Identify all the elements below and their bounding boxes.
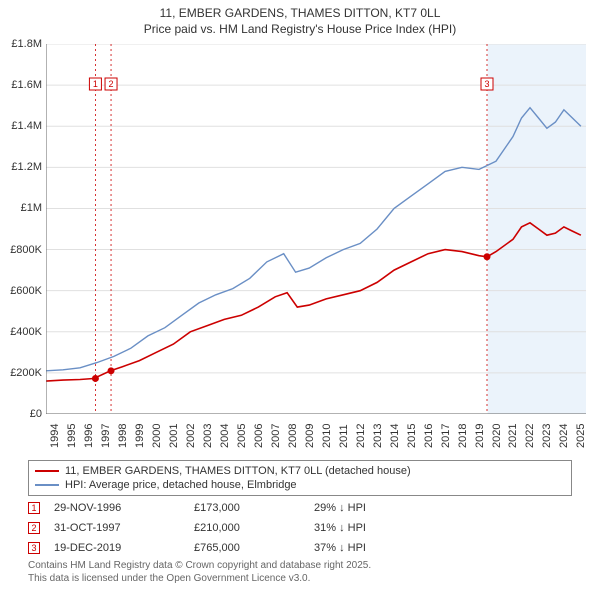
x-tick-label: 2023	[541, 424, 553, 448]
events-table: 1 29-NOV-1996£173,00029% ↓ HPI 2 31-OCT-199…	[28, 498, 572, 558]
x-tick-label: 1996	[83, 424, 95, 448]
y-tick-label: £1.8M	[0, 38, 42, 50]
legend-box: 11, EMBER GARDENS, THAMES DITTON, KT7 0L…	[28, 460, 572, 496]
title-block: 11, EMBER GARDENS, THAMES DITTON, KT7 0L…	[0, 0, 600, 39]
legend-label: HPI: Average price, detached house, Elmb…	[65, 479, 297, 491]
x-tick-label: 2001	[168, 424, 180, 448]
x-tick-label: 2025	[575, 424, 587, 448]
x-tick-label: 2011	[338, 424, 350, 448]
y-tick-label: £200K	[0, 367, 42, 379]
event-delta: 31% ↓ HPI	[314, 522, 434, 534]
footnote: Contains HM Land Registry data © Crown c…	[28, 560, 371, 585]
x-tick-label: 2006	[253, 424, 265, 448]
x-tick-label: 1994	[49, 424, 61, 448]
y-tick-label: £1.6M	[0, 79, 42, 91]
y-tick-label: £1.4M	[0, 120, 42, 132]
event-date: 19-DEC-2019	[54, 542, 194, 554]
svg-text:2: 2	[109, 79, 114, 89]
x-tick-label: 2009	[304, 424, 316, 448]
x-tick-label: 2014	[389, 424, 401, 448]
x-tick-label: 2021	[507, 424, 519, 448]
x-tick-label: 2004	[219, 424, 231, 448]
y-tick-label: £1M	[0, 202, 42, 214]
svg-text:1: 1	[93, 79, 98, 89]
x-tick-label: 2013	[372, 424, 384, 448]
legend-swatch	[35, 484, 59, 486]
event-price: £173,000	[194, 502, 314, 514]
x-tick-label: 2000	[151, 424, 163, 448]
x-tick-label: 2010	[321, 424, 333, 448]
event-row: 1 29-NOV-1996£173,00029% ↓ HPI	[28, 498, 572, 518]
title-line-1: 11, EMBER GARDENS, THAMES DITTON, KT7 0L…	[0, 6, 600, 22]
x-tick-label: 2012	[355, 424, 367, 448]
y-tick-label: £800K	[0, 244, 42, 256]
x-tick-label: 1997	[100, 424, 112, 448]
y-tick-label: £600K	[0, 285, 42, 297]
event-date: 29-NOV-1996	[54, 502, 194, 514]
x-axis-labels: 1994 1995 1996 1997 1998 1999 2000 2001 2002 2003…	[46, 418, 586, 458]
x-tick-label: 2007	[270, 424, 282, 448]
legend-swatch	[35, 470, 59, 472]
x-tick-label: 2008	[287, 424, 299, 448]
chart-container: 11, EMBER GARDENS, THAMES DITTON, KT7 0L…	[0, 0, 600, 590]
chart-svg: 1 2 3	[46, 44, 586, 414]
x-tick-label: 2019	[474, 424, 486, 448]
event-delta: 29% ↓ HPI	[314, 502, 434, 514]
event-marker: 2	[28, 522, 40, 534]
title-line-2: Price paid vs. HM Land Registry's House …	[0, 22, 600, 38]
footnote-line-1: Contains HM Land Registry data © Crown c…	[28, 560, 371, 573]
x-tick-label: 2018	[457, 424, 469, 448]
y-tick-label: £400K	[0, 326, 42, 338]
event-row: 2 31-OCT-1997£210,00031% ↓ HPI	[28, 518, 572, 538]
x-tick-label: 2022	[524, 424, 536, 448]
y-tick-label: £1.2M	[0, 161, 42, 173]
event-price: £210,000	[194, 522, 314, 534]
x-tick-label: 1995	[66, 424, 78, 448]
event-delta: 37% ↓ HPI	[314, 542, 434, 554]
event-marker: 3	[28, 542, 40, 554]
footnote-line-2: This data is licensed under the Open Gov…	[28, 573, 371, 586]
x-tick-label: 2015	[406, 424, 418, 448]
x-tick-label: 2002	[185, 424, 197, 448]
svg-text:3: 3	[484, 79, 489, 89]
x-tick-label: 2024	[558, 424, 570, 448]
x-tick-label: 2003	[202, 424, 214, 448]
event-row: 3 19-DEC-2019£765,00037% ↓ HPI	[28, 538, 572, 558]
x-tick-label: 2017	[440, 424, 452, 448]
event-date: 31-OCT-1997	[54, 522, 194, 534]
event-marker: 1	[28, 502, 40, 514]
x-tick-label: 1998	[117, 424, 129, 448]
legend-label: 11, EMBER GARDENS, THAMES DITTON, KT7 0L…	[65, 465, 411, 477]
legend-row: 11, EMBER GARDENS, THAMES DITTON, KT7 0L…	[35, 464, 565, 478]
event-price: £765,000	[194, 542, 314, 554]
legend-row: HPI: Average price, detached house, Elmb…	[35, 478, 565, 492]
x-tick-label: 2005	[236, 424, 248, 448]
x-tick-label: 1999	[134, 424, 146, 448]
x-tick-label: 2016	[423, 424, 435, 448]
y-tick-label: £0	[0, 408, 42, 420]
x-tick-label: 2020	[491, 424, 503, 448]
